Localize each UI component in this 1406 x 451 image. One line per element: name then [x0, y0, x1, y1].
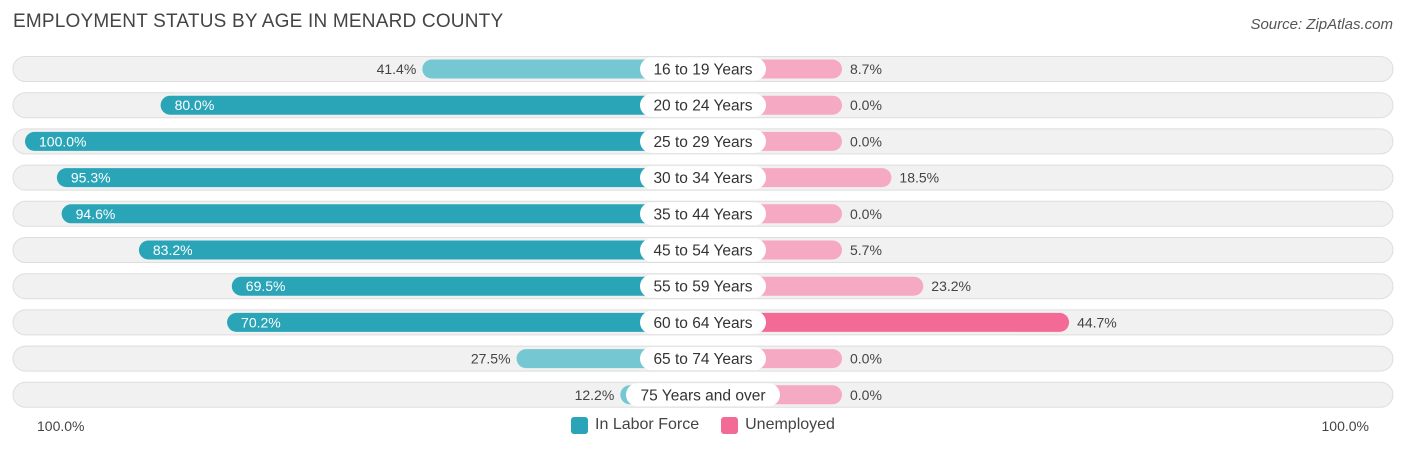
labor-bar — [138, 240, 704, 260]
unemployed-value-label: 18.5% — [899, 170, 939, 186]
category-label: 16 to 19 Years — [653, 62, 752, 79]
category-label: 55 to 59 Years — [653, 279, 752, 296]
unemployed-value-label: 8.7% — [850, 61, 882, 77]
unemployed-value-label: 0.0% — [850, 97, 882, 113]
category-label: 35 to 44 Years — [653, 206, 752, 223]
category-label: 45 to 54 Years — [653, 243, 752, 260]
legend-swatch-unemployed — [721, 416, 739, 434]
category-pill — [640, 310, 766, 334]
category-pill — [626, 383, 780, 407]
source-label: Source: ZipAtlas.com — [1250, 16, 1393, 33]
legend-item-labor: In Labor Force — [571, 416, 699, 434]
category-pill — [640, 93, 766, 117]
category-label: 60 to 64 Years — [653, 315, 752, 332]
category-pill — [640, 274, 766, 298]
category-pill — [640, 129, 766, 153]
legend-item-unemployed: Unemployed — [721, 416, 835, 434]
category-label: 20 to 24 Years — [653, 98, 752, 115]
category-pill — [640, 166, 766, 190]
labor-value-label: 100.0% — [39, 133, 86, 149]
legend-swatch-labor — [571, 416, 589, 434]
labor-value-label: 27.5% — [471, 351, 511, 367]
labor-bar — [61, 204, 703, 224]
labor-bar — [227, 312, 703, 332]
labor-value-label: 83.2% — [153, 242, 193, 258]
labor-bar — [231, 276, 704, 296]
labor-bar — [25, 131, 703, 151]
unemployed-value-label: 0.0% — [850, 351, 882, 367]
category-pill — [640, 238, 766, 262]
unemployed-value-label: 0.0% — [850, 206, 882, 222]
category-pill — [640, 347, 766, 371]
unemployed-value-label: 0.0% — [850, 133, 882, 149]
labor-bar — [160, 95, 704, 115]
category-pill — [640, 57, 766, 81]
labor-value-label: 94.6% — [76, 206, 116, 222]
labor-bar — [422, 59, 703, 79]
legend-label-labor: In Labor Force — [595, 416, 700, 433]
axis-right-label: 100.0% — [1321, 418, 1369, 434]
labor-value-label: 69.5% — [246, 278, 286, 294]
unemployed-value-label: 44.7% — [1077, 314, 1117, 330]
labor-value-label: 70.2% — [241, 314, 281, 330]
labor-value-label: 41.4% — [377, 61, 417, 77]
unemployed-bar — [703, 312, 1070, 332]
labor-value-label: 12.2% — [575, 387, 615, 403]
category-pill — [640, 202, 766, 226]
category-label: 30 to 34 Years — [653, 170, 752, 187]
chart-title: EMPLOYMENT STATUS BY AGE IN MENARD COUNT… — [13, 11, 504, 32]
unemployed-value-label: 0.0% — [850, 387, 882, 403]
labor-value-label: 95.3% — [71, 170, 111, 186]
chart-canvas: 41.4% 8.7% 16 to 19 Years 80.0% 0.0% 20 to 24… — [12, 56, 1394, 408]
axis-left-label: 100.0% — [37, 418, 85, 434]
unemployed-value-label: 5.7% — [850, 242, 882, 258]
category-label: 75 Years and over — [641, 387, 766, 404]
category-label: 25 to 29 Years — [653, 134, 752, 151]
unemployed-value-label: 23.2% — [931, 278, 971, 294]
labor-value-label: 80.0% — [175, 97, 215, 113]
legend: In Labor Force Unemployed — [0, 416, 1406, 434]
labor-bar — [56, 168, 703, 188]
legend-label-unemployed: Unemployed — [745, 416, 835, 433]
category-label: 65 to 74 Years — [653, 351, 752, 368]
